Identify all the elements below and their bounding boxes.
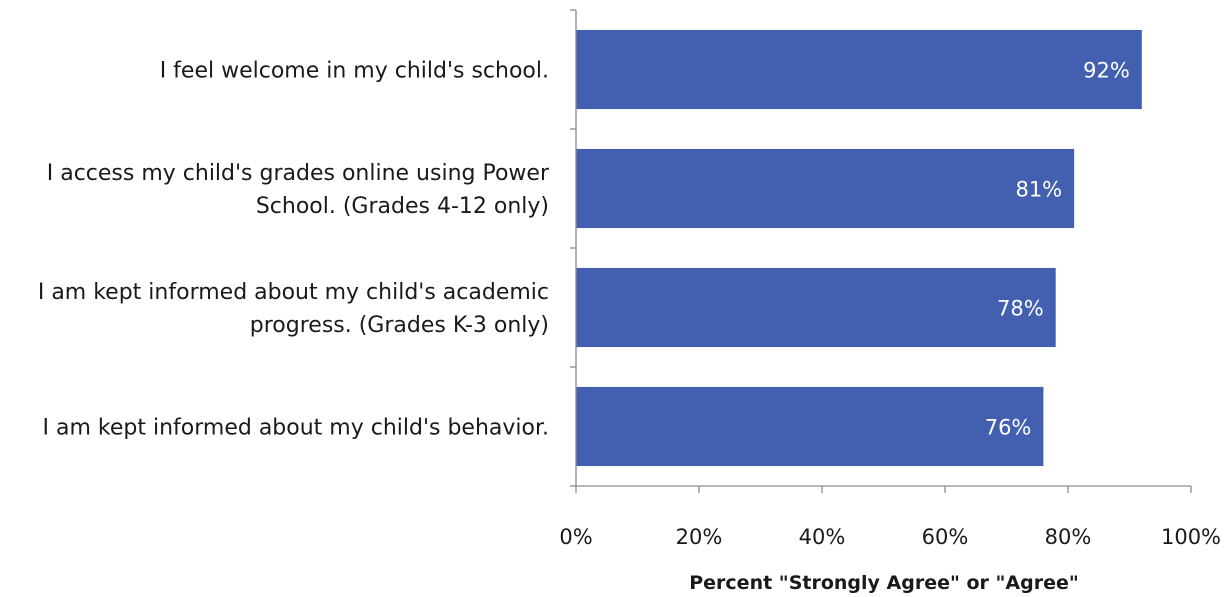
category-label-3-line-1: I am kept informed about my child's acad…: [38, 280, 549, 305]
bar-3: [576, 267, 1056, 348]
data-label-3: 78%: [997, 297, 1044, 321]
x-tick-label-0: 0%: [559, 525, 592, 549]
x-tick-label-2: 40%: [799, 525, 846, 549]
category-label-2-line-1: I access my child's grades online using …: [47, 161, 550, 186]
bar-2: [576, 148, 1075, 229]
bar-4: [576, 386, 1044, 467]
x-tick-label-1: 20%: [676, 525, 723, 549]
data-label-2: 81%: [1015, 178, 1062, 202]
x-axis-title: Percent "Strongly Agree" or "Agree": [689, 572, 1079, 594]
bar-1: [576, 29, 1142, 110]
data-labels-group: 92% 81% 78% 76%: [985, 59, 1130, 440]
category-label-3-line-2: progress. (Grades K-3 only): [250, 313, 549, 338]
category-labels-group: I feel welcome in my child's school. I ac…: [38, 59, 550, 441]
x-tick-label-3: 60%: [922, 525, 969, 549]
axes-group: [570, 9, 1192, 493]
bars-group: [576, 29, 1142, 467]
category-label-2-line-2: School. (Grades 4-12 only): [256, 194, 549, 219]
x-tick-label-5: 100%: [1161, 525, 1221, 549]
category-label-1: I feel welcome in my child's school.: [160, 59, 549, 84]
x-tick-label-4: 80%: [1045, 525, 1092, 549]
data-label-1: 92%: [1083, 59, 1130, 83]
category-label-4: I am kept informed about my child's beha…: [43, 416, 549, 441]
x-tick-labels-group: 0% 20% 40% 60% 80% 100%: [559, 525, 1221, 549]
data-label-4: 76%: [985, 416, 1032, 440]
